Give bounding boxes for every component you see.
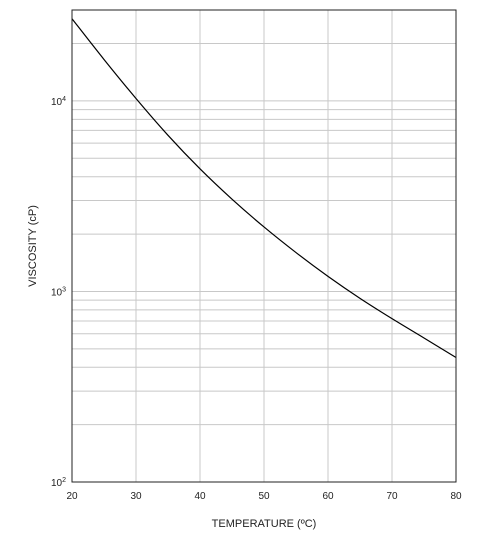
x-tick-label: 60 [322, 491, 334, 502]
y-tick-label: 103 [51, 286, 66, 298]
x-tick-label: 40 [194, 491, 206, 502]
x-tick-label: 50 [258, 491, 270, 502]
x-tick-labels: 20 30 40 50 60 70 80 [66, 491, 462, 502]
y-tick-labels: 102 103 104 [51, 96, 66, 489]
x-tick-label: 70 [386, 491, 398, 502]
x-tick-label: 80 [450, 491, 462, 502]
grid-lines [72, 10, 456, 482]
y-axis-label: VISCOSITY (cP) [27, 205, 39, 287]
series-line-0 [71, 18, 457, 359]
x-tick-label: 20 [66, 491, 78, 502]
y-tick-label: 102 [51, 477, 66, 489]
series-layer [71, 18, 457, 359]
x-axis-label: TEMPERATURE (ºC) [212, 518, 317, 530]
y-tick-label: 104 [51, 96, 66, 108]
plot-frame [71, 9, 457, 483]
x-tick-label: 30 [130, 491, 142, 502]
